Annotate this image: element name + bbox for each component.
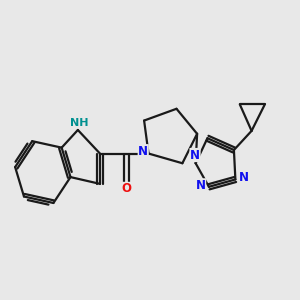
Text: NH: NH <box>70 118 88 128</box>
Text: N: N <box>239 172 249 184</box>
Text: N: N <box>196 179 206 192</box>
Text: O: O <box>122 182 131 195</box>
Text: N: N <box>138 145 148 158</box>
Text: N: N <box>190 148 200 161</box>
